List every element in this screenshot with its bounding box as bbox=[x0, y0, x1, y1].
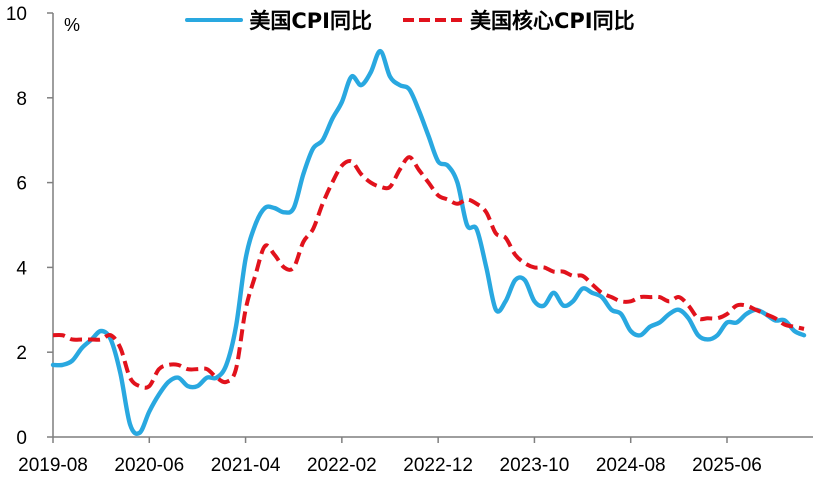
y-axis-unit-label: % bbox=[64, 15, 80, 35]
us-core-cpi-line-swatch bbox=[403, 18, 463, 22]
x-axis-tick-label: 2024-08 bbox=[596, 455, 666, 476]
x-axis-tick-label: 2022-02 bbox=[307, 455, 377, 476]
legend-label-us-cpi: 美国CPI同比 bbox=[249, 9, 372, 33]
y-axis-tick-label: 6 bbox=[16, 174, 27, 195]
us-cpi-line bbox=[50, 48, 807, 436]
x-axis-tick-label: 2019-08 bbox=[18, 455, 88, 476]
us-cpi-line-swatch bbox=[185, 18, 244, 22]
x-axis-tick-label: 2020-06 bbox=[114, 455, 184, 476]
us-core-cpi-line bbox=[52, 155, 805, 390]
y-axis-tick-label: 2 bbox=[16, 343, 27, 364]
y-axis-tick-label: 8 bbox=[16, 89, 27, 110]
legend-label-us-core-cpi: 美国核心CPI同比 bbox=[470, 9, 635, 33]
x-axis-tick-label: 2022-12 bbox=[403, 455, 473, 476]
x-axis-tick-label: 2023-10 bbox=[500, 455, 570, 476]
y-axis-tick-label: 10 bbox=[6, 4, 27, 25]
y-axis-tick-label: 4 bbox=[16, 258, 27, 279]
x-axis-tick-label: 2021-04 bbox=[211, 455, 281, 476]
chart-legend: 美国CPI同比 美国核心CPI同比 bbox=[0, 5, 820, 35]
y-axis-tick-label: 0 bbox=[16, 428, 27, 449]
legend-item-us-core-cpi: 美国核心CPI同比 bbox=[402, 5, 635, 35]
legend-item-us-cpi: 美国CPI同比 bbox=[185, 5, 372, 35]
x-axis-tick-label: 2025-06 bbox=[692, 455, 762, 476]
